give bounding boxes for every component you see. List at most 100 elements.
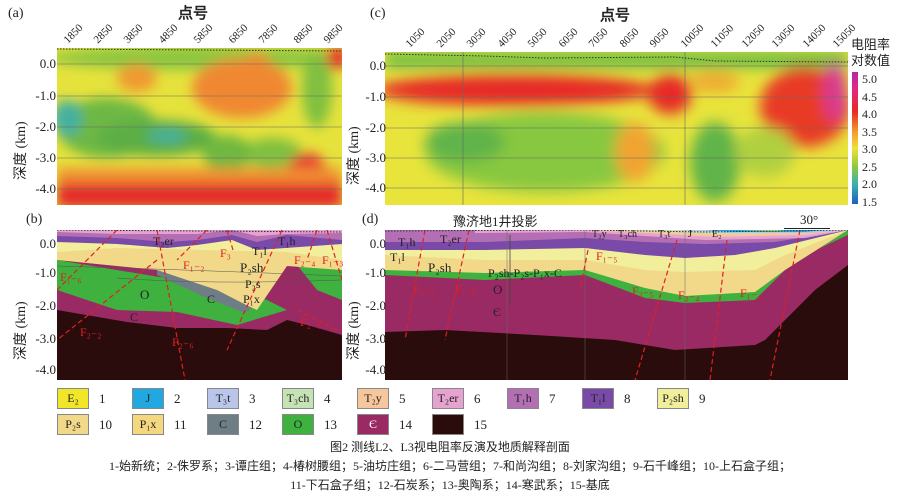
colorbar-value: 3.5	[862, 124, 877, 139]
legend-swatch: P₁x	[132, 414, 164, 435]
legend-number: 5	[399, 390, 406, 406]
colorbar-title-2: 对数值	[851, 53, 891, 68]
legend-swatch: T₂er	[432, 388, 464, 409]
x-tick-label: 1050	[403, 25, 428, 50]
y-tick-label: 0.0	[39, 56, 56, 71]
fault-label: F₃	[220, 246, 231, 260]
unit-label: P₂sh	[428, 260, 452, 275]
legend-item: T₁l 8	[582, 388, 657, 409]
y-tick-label: -1.0	[35, 88, 56, 103]
legend-swatch: C	[207, 414, 239, 435]
fault-label: F₂₋₅	[632, 284, 654, 298]
fault-label: F₂₋₂	[80, 325, 102, 339]
x-tick-label: 4850	[156, 21, 181, 46]
colorbar-title-1: 电阻率	[851, 37, 891, 52]
panel-c-label: (c)	[370, 6, 386, 21]
y-tick-label: -4.0	[35, 362, 56, 377]
x-tick-label: 2050	[434, 25, 459, 50]
y-tick-label: -2.0	[365, 120, 386, 135]
legend-item: Є 14	[357, 414, 432, 435]
dip-label: 30°	[800, 212, 819, 227]
x-tick-label: 12050	[739, 22, 767, 50]
x-tick-label: 7050	[586, 25, 611, 50]
legend-swatch: Є	[357, 414, 389, 435]
legend-item: T₁h 7	[507, 388, 582, 409]
colorbar-value: 4.0	[862, 107, 877, 121]
legend-number: 14	[399, 416, 412, 432]
fault-label: F₁₋₄	[740, 286, 762, 300]
unit-label: T₁l	[252, 244, 267, 258]
legend-item: O 13	[282, 414, 357, 435]
legend-swatch: T₁h	[507, 388, 539, 409]
legend-swatch: T₂y	[357, 388, 389, 409]
panel-b-label: (b)	[26, 212, 43, 227]
legend-swatch: P₂s	[57, 414, 89, 435]
legend-item: P₂sh 9	[657, 388, 732, 409]
unit-label: T₁h	[278, 234, 296, 248]
colorbar-value: 4.5	[862, 89, 877, 104]
x-tick-label: 1850	[61, 21, 86, 46]
y-tick-label: -1.0	[365, 265, 386, 280]
x-tick-label: 7850	[256, 21, 281, 46]
fault-label: F₂₋₅	[300, 315, 322, 329]
figure-caption-title: 图2 测线L2、L3视电阻率反演及地质解释剖面	[330, 440, 570, 454]
unit-label: T₂er	[440, 232, 461, 246]
x-tick-label: 3050	[464, 25, 489, 50]
y-tick-label: -1.0	[365, 89, 386, 104]
fault-label: F₂₋₄	[294, 253, 316, 267]
unit-label: T₃t	[658, 229, 671, 240]
legend-number: 1	[99, 390, 106, 406]
y-tick-label: 0.0	[369, 58, 386, 73]
legend-swatch: E₂	[57, 388, 89, 409]
legend-swatch: T₁l	[582, 388, 614, 409]
well-projection-label: 豫济地1井投影	[453, 214, 538, 229]
y-tick-label: -3.0	[365, 150, 386, 165]
legend-item: T₃ch 4	[282, 388, 357, 409]
legend-item: P₁x 11	[132, 414, 207, 435]
legend-number: 3	[249, 390, 256, 406]
unit-label: T₁l	[390, 250, 405, 264]
legend-number: 8	[624, 390, 631, 406]
y-tick-label: -4.0	[35, 181, 56, 196]
unit-label: E₂	[712, 229, 722, 240]
unit-label: C	[130, 310, 139, 324]
unit-label: T₃ch	[618, 229, 638, 240]
panel-a-label: (a)	[8, 6, 24, 21]
x-tick-label: 3850	[121, 21, 146, 46]
x-tick-label: 10050	[678, 22, 706, 50]
legend-item: T₃t 3	[207, 388, 282, 409]
unit-label: O	[140, 287, 150, 302]
legend-number: 10	[99, 416, 112, 432]
unit-label: P₂sh-P₂s-P₁x-C	[488, 266, 562, 280]
resistivity-section-a	[57, 48, 342, 205]
unit-label: J	[688, 229, 692, 240]
unit-label: Є	[493, 305, 501, 319]
fault-label: F₁₋₆	[60, 270, 82, 284]
legend-number: 4	[324, 390, 331, 406]
geologic-section-b	[57, 230, 342, 380]
unit-label: O	[493, 282, 503, 297]
x-tick-label: 14050	[800, 22, 828, 50]
x-tick-label: 4050	[495, 25, 520, 50]
unit-label: C	[207, 292, 216, 306]
legend-item: E₂ 1	[57, 388, 132, 409]
legend-number: 11	[174, 416, 187, 432]
legend-number: 7	[549, 390, 556, 406]
unit-label: P₂s	[245, 277, 261, 291]
y-tick-label: -4.0	[365, 362, 386, 377]
colorbar-value: 3.0	[862, 142, 877, 156]
y-tick-label: -1.0	[35, 265, 56, 280]
y-tick-label: -3.0	[35, 331, 56, 346]
legend-number: 9	[699, 390, 706, 406]
unit-label: T₁h	[398, 235, 416, 249]
unit-label: T₂y	[592, 229, 607, 240]
x-tick-label: 5850	[191, 21, 216, 46]
colorbar-value: 1.5	[862, 194, 877, 209]
legend-number: 6	[474, 390, 481, 406]
y-tick-label: 0.0	[39, 236, 56, 251]
legend-row: P₂s 10 P₁x 11 C 12 O 13 Є 14 15	[57, 414, 507, 435]
y-tick-label: -2.0	[35, 119, 56, 134]
figure-caption-line-1: 1-始新统；2-侏罗系；3-谭庄组；4-椿树腰组；5-油坊庄组；6-二马营组；7…	[109, 459, 791, 473]
fault-label: F₂₋₆	[413, 282, 435, 296]
